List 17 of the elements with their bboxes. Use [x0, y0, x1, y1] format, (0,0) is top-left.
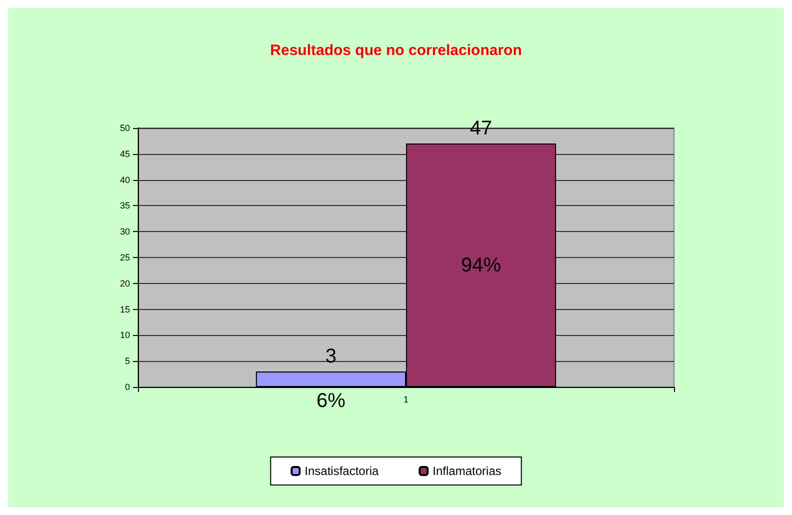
- y-tick-label: 40: [120, 174, 130, 185]
- y-tick-label: 10: [120, 330, 130, 340]
- y-tick-label: 15: [120, 304, 130, 314]
- annotation: 94%: [461, 254, 502, 276]
- y-tick-label: 0: [124, 382, 130, 392]
- x-tick-label: 1: [403, 394, 409, 404]
- y-tick-label: 25: [120, 252, 130, 262]
- text: 6%: [316, 390, 346, 412]
- y-tick-label: 45: [120, 148, 130, 159]
- y-tick-label: 35: [120, 200, 130, 211]
- legend-label: Insatisfactoria: [304, 464, 379, 478]
- y-tick-label: 50: [120, 123, 130, 133]
- y-tick-label: 20: [120, 278, 130, 288]
- y-tick-label: 30: [120, 226, 130, 237]
- chart-title: Resultados que no correlacionaron: [270, 42, 522, 59]
- y-tick-label: 5: [124, 356, 130, 366]
- legend-label: Inflamatorias: [432, 464, 502, 478]
